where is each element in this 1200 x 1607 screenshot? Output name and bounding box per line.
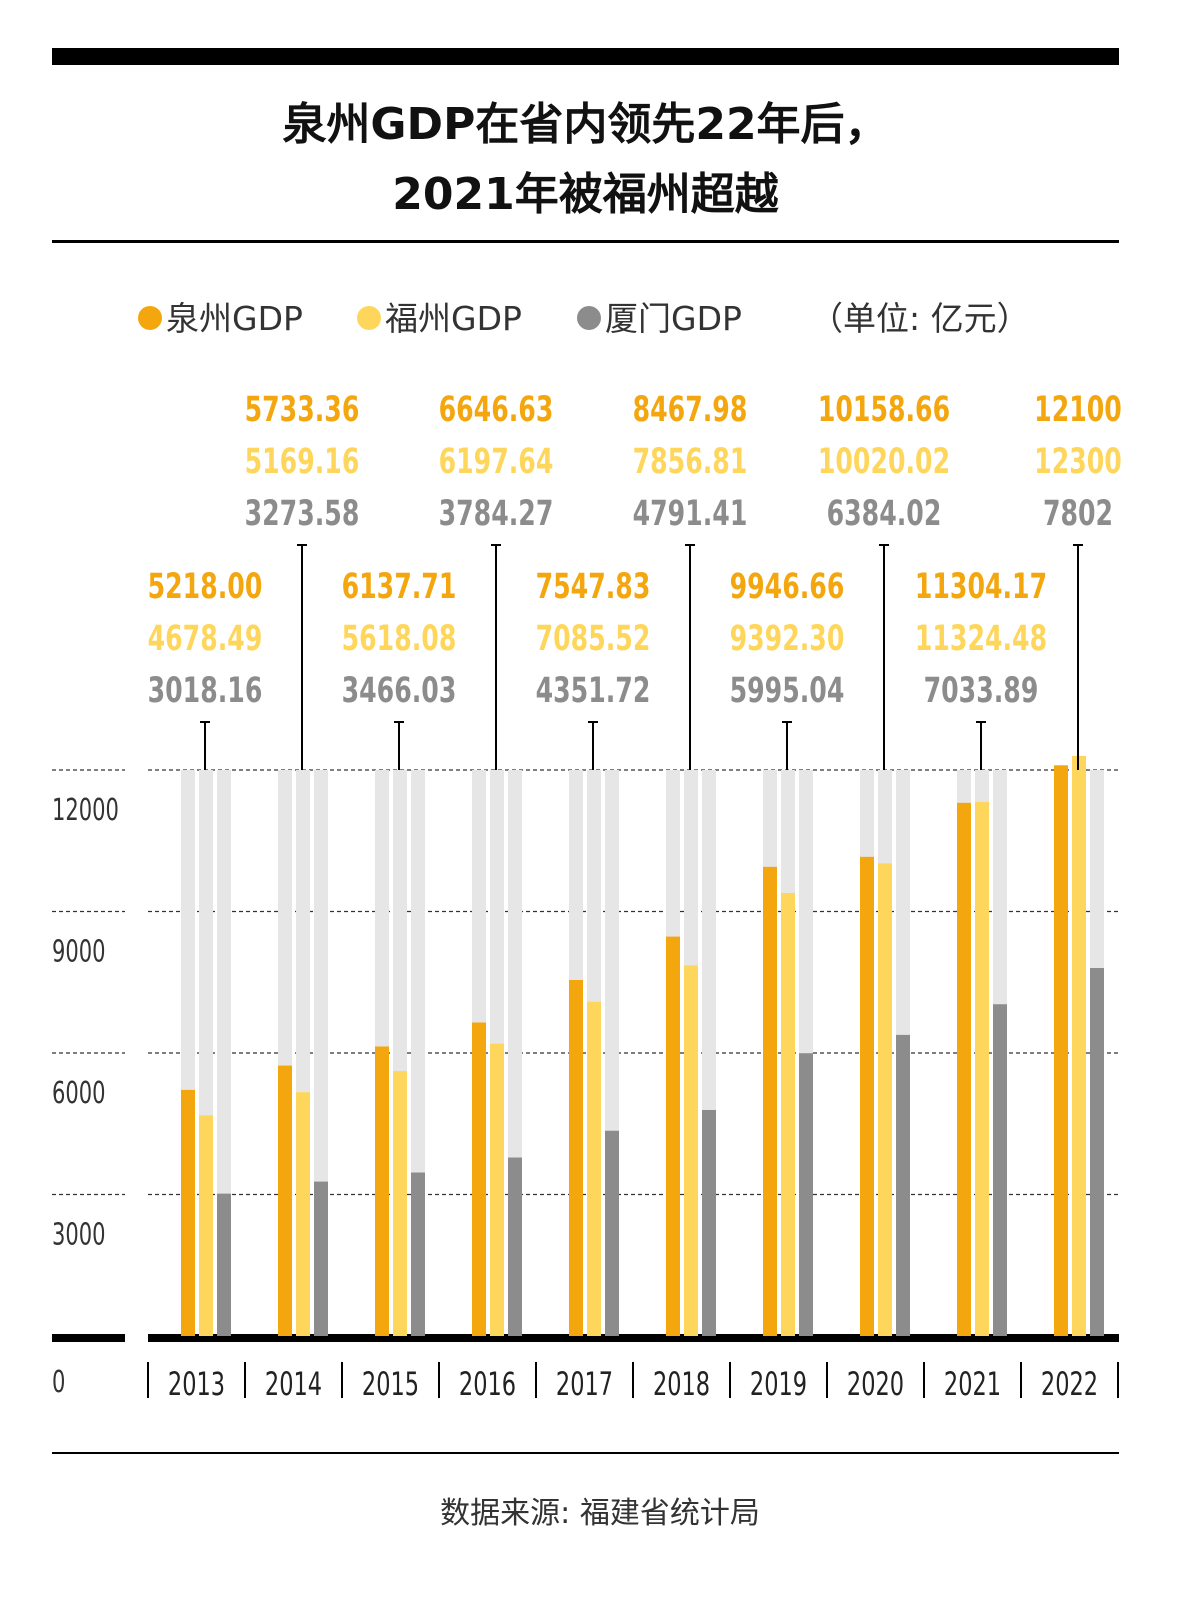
bar-quanzhou <box>181 1089 195 1336</box>
bar-xiamen <box>217 1193 231 1336</box>
data-label-quanzhou: 8467.98 <box>633 390 748 430</box>
data-label-fuzhou: 12300 <box>1034 442 1122 482</box>
x-tick-label: 2015 <box>362 1365 419 1403</box>
y-tick-label: 12000 <box>52 793 119 828</box>
data-label-fuzhou: 7085.52 <box>536 619 651 659</box>
x-tick-label: 2013 <box>168 1365 225 1403</box>
data-label-xiamen: 3018.16 <box>148 671 263 711</box>
data-label-xiamen: 5995.04 <box>730 671 845 711</box>
bar-fuzhou <box>684 965 698 1336</box>
x-tick-label: 2019 <box>750 1365 807 1403</box>
data-label-xiamen: 3784.27 <box>439 494 554 534</box>
bar-xiamen <box>1090 968 1104 1336</box>
bar-fuzhou <box>1072 755 1086 1336</box>
data-label-quanzhou: 9946.66 <box>730 567 845 607</box>
x-tick-label: 2014 <box>265 1365 322 1403</box>
legend-label-fuzhou: 福州GDP <box>385 299 522 338</box>
y-tick-label: 3000 <box>52 1218 106 1253</box>
y-tick-label: 6000 <box>52 1076 106 1111</box>
top-rule <box>52 48 1119 65</box>
data-label-fuzhou: 5618.08 <box>342 619 457 659</box>
chart-title-line1: 泉州GDP在省内领先22年后， <box>282 99 889 150</box>
data-label-quanzhou: 7547.83 <box>536 567 651 607</box>
legend-dot-quanzhou <box>138 305 162 330</box>
bar-xiamen <box>314 1181 328 1336</box>
legend-item-quanzhou: 泉州GDP <box>138 292 303 340</box>
legend-label-xiamen: 厦门GDP <box>605 299 742 338</box>
data-label-quanzhou: 12100 <box>1034 390 1122 430</box>
bar-quanzhou <box>763 866 777 1336</box>
legend-dot-fuzhou <box>357 305 381 330</box>
x-tick-label: 2020 <box>847 1365 904 1403</box>
y-tick-label: 0 <box>52 1365 65 1400</box>
x-tick-label: 2017 <box>556 1365 613 1403</box>
bar-xiamen <box>605 1130 619 1336</box>
bar-quanzhou <box>569 979 583 1336</box>
data-label-fuzhou: 5169.16 <box>245 442 360 482</box>
legend-label-quanzhou: 泉州GDP <box>166 299 303 338</box>
bar-xiamen <box>508 1157 522 1336</box>
bar-quanzhou <box>860 856 874 1336</box>
data-label-xiamen: 6384.02 <box>827 494 942 534</box>
x-tick-label: 2022 <box>1041 1365 1098 1403</box>
bar-xiamen <box>896 1034 910 1336</box>
data-label-fuzhou: 11324.48 <box>915 619 1047 659</box>
data-label-fuzhou: 6197.64 <box>439 442 554 482</box>
bar-fuzhou <box>490 1043 504 1336</box>
footer-rule <box>52 1452 1119 1454</box>
bar-fuzhou <box>587 1001 601 1336</box>
data-source: 数据来源: 福建省统计局 <box>440 1496 760 1531</box>
data-label-quanzhou: 10158.66 <box>818 390 950 430</box>
x-tick-label: 2018 <box>653 1365 710 1403</box>
bar-xiamen <box>411 1172 425 1336</box>
bar-fuzhou <box>393 1071 407 1336</box>
x-tick-label: 2016 <box>459 1365 516 1403</box>
data-label-quanzhou: 6137.71 <box>342 567 457 607</box>
data-label-xiamen: 7033.89 <box>924 671 1039 711</box>
y-tick-label: 9000 <box>52 935 106 970</box>
bar-quanzhou <box>472 1022 486 1336</box>
bar-xiamen <box>799 1053 813 1336</box>
data-label-fuzhou: 7856.81 <box>633 442 748 482</box>
bar-fuzhou <box>975 801 989 1336</box>
legend-item-fuzhou: 福州GDP <box>357 292 522 340</box>
data-label-quanzhou: 5218.00 <box>148 567 263 607</box>
bar-fuzhou <box>199 1115 213 1336</box>
bar-fuzhou <box>878 863 892 1336</box>
data-label-fuzhou: 4678.49 <box>148 619 263 659</box>
gdp-bar-chart: 0 3000 6000 9000 12000 2013 2014 2015 2016 2017 20… <box>52 390 1122 1403</box>
bar-xiamen <box>993 1004 1007 1336</box>
bar-fuzhou <box>781 892 795 1336</box>
bar-quanzhou <box>278 1065 292 1336</box>
bar-quanzhou <box>1054 765 1068 1336</box>
bar-quanzhou <box>957 802 971 1336</box>
data-label-fuzhou: 10020.02 <box>818 442 950 482</box>
baseline <box>148 1334 1119 1342</box>
legend-item-xiamen: 厦门GDP <box>577 292 742 340</box>
baseline-left <box>52 1334 125 1342</box>
data-label-xiamen: 3466.03 <box>342 671 457 711</box>
legend-dot-xiamen <box>577 305 601 330</box>
data-label-xiamen: 4791.41 <box>633 494 748 534</box>
x-tick-label: 2021 <box>944 1365 1001 1403</box>
data-label-xiamen: 3273.58 <box>245 494 360 534</box>
data-label-xiamen: 7802 <box>1043 494 1113 534</box>
data-label-quanzhou: 5733.36 <box>245 390 360 430</box>
bar-quanzhou <box>375 1046 389 1336</box>
bar-fuzhou <box>296 1092 310 1336</box>
bar-quanzhou <box>666 936 680 1336</box>
data-label-xiamen: 4351.72 <box>536 671 651 711</box>
data-label-fuzhou: 9392.30 <box>730 619 845 659</box>
data-label-quanzhou: 11304.17 <box>915 567 1047 607</box>
legend-unit: （单位: 亿元） <box>810 299 1030 338</box>
data-label-quanzhou: 6646.63 <box>439 390 554 430</box>
title-rule <box>52 240 1119 243</box>
bar-xiamen <box>702 1110 716 1336</box>
chart-title-line2: 2021年被福州超越 <box>392 169 779 220</box>
